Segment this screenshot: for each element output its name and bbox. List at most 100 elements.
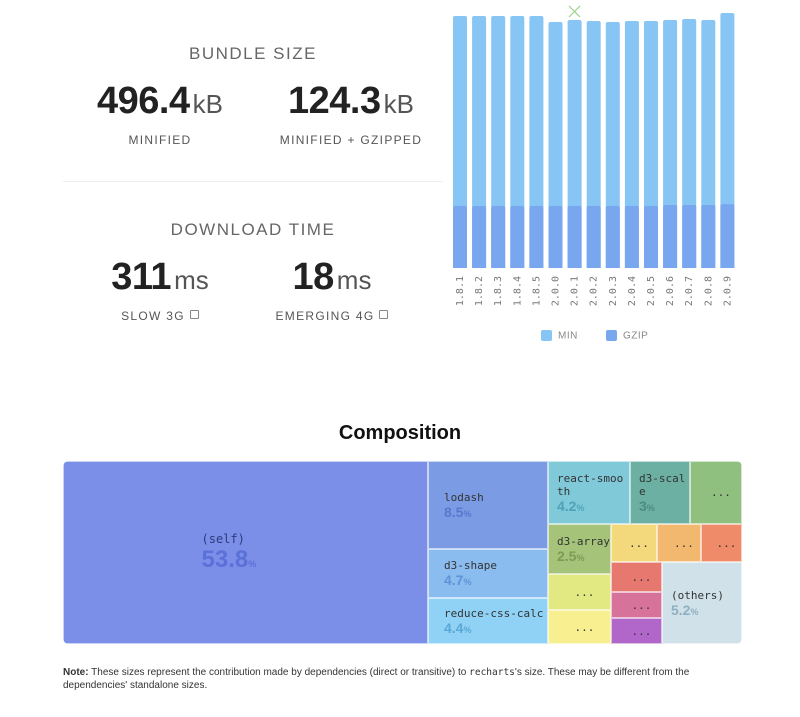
treemap-tile: ... (611, 592, 662, 618)
stat-unit: ms (336, 265, 372, 295)
bar (644, 205, 658, 268)
tile-value: 4.2 (557, 497, 577, 514)
tile-name: d3-array (557, 534, 610, 548)
section-title: BUNDLE SIZE (189, 44, 317, 63)
bar (529, 15, 544, 269)
tile-value: 4.7 (444, 572, 464, 588)
x-tick-label: 1.8.3 (493, 276, 504, 306)
tile-value: 3 (639, 497, 647, 514)
treemap-tile: ... (611, 562, 662, 592)
x-tick-label: 2.0.9 (722, 276, 733, 306)
bar (720, 204, 735, 268)
bar (586, 205, 601, 268)
stat-value: 18 (292, 256, 335, 298)
info-icon[interactable] (189, 310, 199, 319)
legend-label: GZIP (623, 331, 648, 342)
tile-name: ... (711, 486, 731, 499)
bar (529, 205, 544, 268)
x-tick-label: 1.8.2 (474, 276, 485, 306)
stat: 124.3 kB MINIFIED + GZIPPED (256, 80, 446, 147)
treemap-tile: ... (548, 610, 611, 644)
stat-value: 311 (111, 256, 172, 298)
tile-name: ... (574, 620, 595, 634)
tile-name: reduce-css-calc (444, 606, 544, 620)
bar (491, 205, 506, 268)
tile-name: ... (631, 598, 652, 612)
tile-unit: % (576, 552, 585, 563)
x-tick-label: 2.0.4 (627, 276, 638, 306)
legend-swatch (541, 330, 552, 341)
stat-label-row: EMERGING 4G (237, 309, 427, 323)
treemap-tile: (others) 5.2% (662, 562, 742, 644)
tile-name: (self) (201, 531, 245, 546)
tile-name: ... (629, 536, 649, 550)
bar (567, 205, 582, 268)
x-tick-label: 1.8.5 (531, 276, 542, 306)
bar (472, 205, 487, 268)
treemap-tile: lodash 8.5% (428, 461, 548, 549)
stat: 18 ms EMERGING 4G (237, 256, 427, 323)
legend-swatch (606, 330, 617, 341)
tile-name: react-smooth (557, 471, 624, 498)
treemap-tile: ... (611, 524, 657, 562)
treemap-tile: d3-array 2.5% (548, 524, 611, 574)
tile-value: 2.5 (557, 547, 577, 564)
tile-name: lodash (444, 490, 484, 504)
note-label: Note: (63, 667, 89, 678)
tile-unit: % (463, 508, 472, 519)
treemap-tile: ... (690, 461, 742, 524)
tile-unit: % (576, 502, 585, 513)
legend-label: MIN (558, 331, 578, 342)
treemap-tile: d3-shape 4.7% (428, 549, 548, 598)
bar (510, 205, 525, 268)
tile-percent: 3% (639, 498, 655, 514)
composition-title: Composition (338, 422, 462, 444)
bar (472, 15, 487, 269)
x-tick-label: 1.8.4 (512, 276, 523, 306)
divider (63, 181, 443, 182)
stat-unit: kB (192, 89, 223, 119)
note: Note: These sizes represent the contribu… (63, 666, 753, 692)
tile-unit: % (463, 624, 472, 635)
tile-value: 53.8 (201, 545, 249, 573)
version-marker (568, 5, 581, 18)
tile-name: ... (716, 536, 737, 550)
bar (682, 205, 697, 268)
treemap-tile: ... (701, 524, 742, 562)
bar (491, 15, 506, 269)
stat-unit: kB (383, 89, 414, 119)
x-tick-label: 2.0.5 (646, 276, 657, 306)
tile-unit: % (248, 558, 257, 569)
stat-value: 124.3 (288, 80, 381, 122)
tile-value: 4.4 (444, 619, 464, 636)
treemap-tile: ... (548, 574, 611, 610)
bar (453, 15, 467, 269)
x-tick-label: 2.0.8 (703, 276, 714, 306)
tile-value: 5.2 (671, 601, 691, 618)
treemap-tile: (self) 53.8% (63, 461, 428, 644)
tile-name: ... (674, 536, 694, 550)
info-icon[interactable] (379, 310, 389, 319)
tile-value: 8.5 (444, 503, 464, 520)
tile-unit: % (463, 577, 472, 587)
tile-percent: 8.5% (444, 504, 471, 520)
x-tick-label: 2.0.2 (589, 276, 600, 306)
stat: 311 ms SLOW 3G (65, 256, 255, 323)
bar (548, 205, 563, 268)
tile-name: ... (631, 570, 652, 584)
tile-percent: 4.4% (444, 620, 471, 636)
treemap-tile: ... (611, 618, 662, 644)
stat-label: MINIFIED + GZIPPED (279, 133, 423, 147)
treemap-tile: reduce-css-calc 4.4% (428, 598, 548, 644)
bar (663, 205, 678, 268)
tile-name: d3-scale (639, 471, 686, 498)
stat-unit: ms (174, 265, 209, 295)
note-text: These sizes represent the contribution m… (88, 667, 470, 678)
tile-name: ... (631, 624, 652, 638)
tile-percent: 4.2% (557, 498, 584, 514)
x-tick-label: 2.0.6 (665, 276, 676, 306)
treemap-tile: react-smooth 4.2% (548, 461, 630, 524)
treemap: (self) 53.8% lodash 8.5% d3-shape 4.7% reduce-… (63, 461, 742, 644)
tile-percent: 2.5% (557, 548, 584, 564)
